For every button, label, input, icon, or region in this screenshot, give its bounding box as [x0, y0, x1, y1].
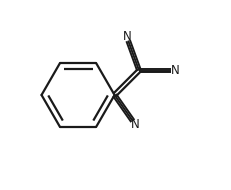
Text: N: N [122, 30, 131, 43]
Text: N: N [131, 118, 140, 131]
Text: N: N [171, 64, 180, 77]
